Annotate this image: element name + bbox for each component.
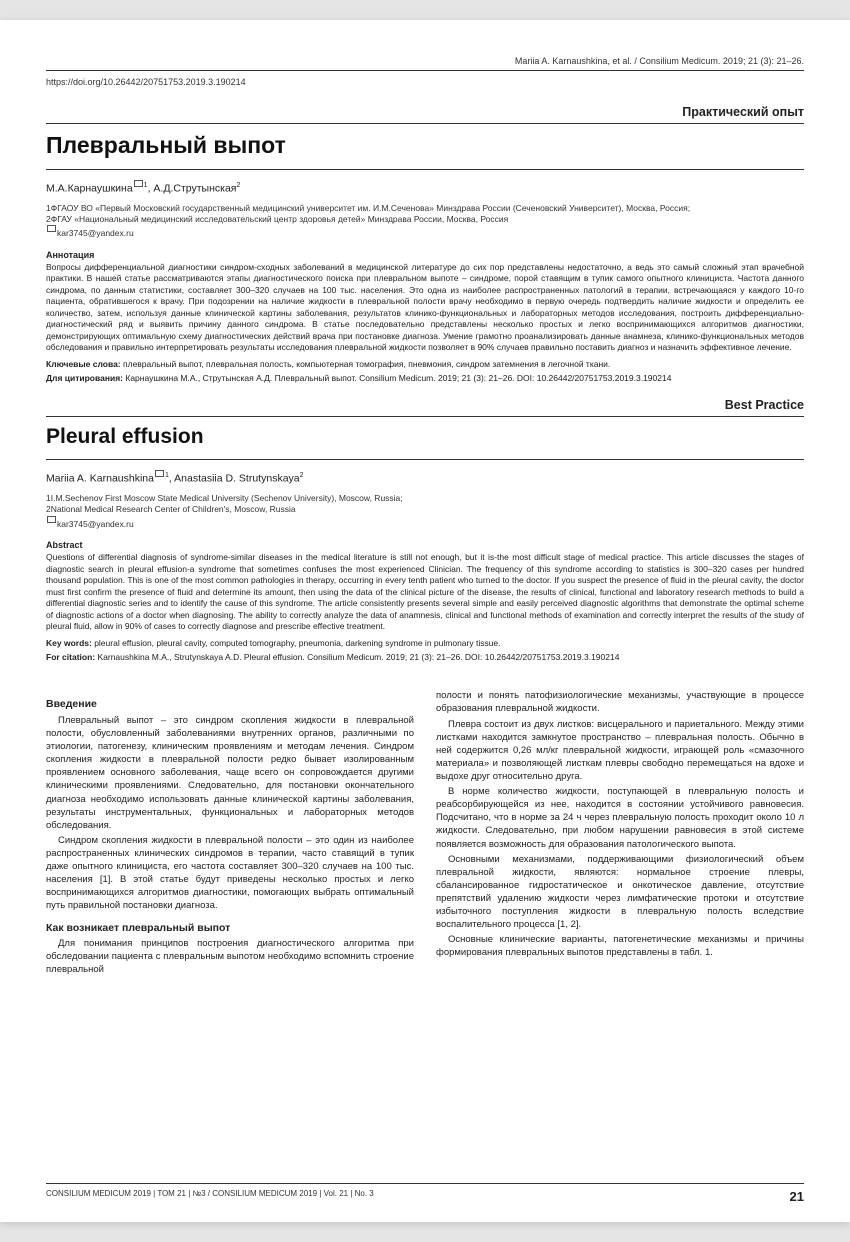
- article-category-ru: Практический опыт: [46, 105, 804, 119]
- corresponding-email[interactable]: kar3745@yandex.ru: [57, 228, 134, 238]
- author-name: Mariia A. Karnaushkina: [46, 473, 154, 485]
- affiliations-ru: 1ФГАОУ ВО «Первый Московский государстве…: [46, 203, 804, 240]
- citation-en: For citation: Karnaushkina M.A., Strutyn…: [46, 652, 804, 663]
- citation-label: Для цитирования:: [46, 373, 123, 383]
- affiliation-line: 2ФГАУ «Национальный медицинский исследов…: [46, 214, 804, 225]
- citation-ru: Для цитирования: Карнаушкина М.А., Струт…: [46, 373, 804, 384]
- author-name: М.А.Карнаушкина: [46, 183, 133, 195]
- body-paragraph: полости и понять патофизиологические мех…: [436, 689, 804, 715]
- article-body: Введение Плевральный выпот – это синдром…: [46, 689, 804, 978]
- section-heading-intro: Введение: [46, 697, 414, 711]
- abstract-text-en: Questions of differential diagnosis of s…: [46, 552, 804, 632]
- affiliation-line: 2National Medical Research Center of Chi…: [46, 504, 804, 515]
- doi-link[interactable]: https://doi.org/10.26442/20751753.2019.3…: [46, 77, 804, 87]
- citation-text: Карнаушкина М.А., Струтынская А.Д. Плевр…: [123, 373, 671, 383]
- affiliations-en: 1I.M.Sechenov First Moscow State Medical…: [46, 493, 804, 530]
- citation-label: For citation:: [46, 652, 95, 662]
- page: Mariia A. Karnaushkina, et al. / Consili…: [0, 20, 850, 1222]
- english-block: Best Practice Pleural effusion Mariia A.…: [46, 398, 804, 663]
- article-title-en: Pleural effusion: [46, 416, 804, 460]
- body-paragraph: Основные клинические варианты, патогенет…: [436, 933, 804, 959]
- body-paragraph: Плевральный выпот – это синдром скоплени…: [46, 714, 414, 832]
- affiliation-line: 1ФГАОУ ВО «Первый Московский государстве…: [46, 203, 804, 214]
- column-right: полости и понять патофизиологические мех…: [436, 689, 804, 978]
- body-paragraph: В норме количество жидкости, поступающей…: [436, 785, 804, 851]
- mail-icon: [134, 180, 143, 187]
- corresponding-email[interactable]: kar3745@yandex.ru: [57, 519, 134, 529]
- body-paragraph: Основными механизмами, поддерживающими ф…: [436, 853, 804, 932]
- abstract-label-en: Abstract: [46, 540, 804, 550]
- article-category-en: Best Practice: [46, 398, 804, 412]
- article-title-ru: Плевральный выпот: [46, 123, 804, 170]
- author-name: , Anastasiia D. Strutynskaya: [169, 473, 300, 485]
- body-paragraph: Плевра состоит из двух листков: висцерал…: [436, 718, 804, 784]
- mail-icon: [47, 225, 56, 232]
- keywords-text: плевральный выпот, плевральная полость, …: [121, 359, 611, 369]
- authors-en: Mariia A. Karnaushkina1, Anastasiia D. S…: [46, 470, 804, 485]
- abstract-text-ru: Вопросы дифференциальной диагностики син…: [46, 262, 804, 354]
- author-name: , А.Д.Струтынская: [148, 183, 237, 195]
- body-paragraph: Для понимания принципов построения диагн…: [46, 937, 414, 976]
- keywords-label: Key words:: [46, 638, 92, 648]
- keywords-label: Ключевые слова:: [46, 359, 121, 369]
- body-paragraph: Синдром скопления жидкости в плевральной…: [46, 834, 414, 913]
- keywords-text: pleural effusion, pleural cavity, comput…: [92, 638, 501, 648]
- authors-ru: М.А.Карнаушкина1, А.Д.Струтынская2: [46, 180, 804, 195]
- keywords-en: Key words: pleural effusion, pleural cav…: [46, 638, 804, 649]
- author-affil-sup: 2: [300, 472, 304, 479]
- keywords-ru: Ключевые слова: плевральный выпот, плевр…: [46, 359, 804, 370]
- mail-icon: [47, 516, 56, 523]
- running-header: Mariia A. Karnaushkina, et al. / Consili…: [46, 56, 804, 71]
- author-affil-sup: 2: [236, 182, 240, 189]
- affiliation-line: 1I.M.Sechenov First Moscow State Medical…: [46, 493, 804, 504]
- column-left: Введение Плевральный выпот – это синдром…: [46, 689, 414, 978]
- page-footer: CONSILIUM MEDICUM 2019 | ТОМ 21 | №3 / C…: [46, 1183, 804, 1204]
- abstract-label-ru: Аннотация: [46, 250, 804, 260]
- mail-icon: [155, 470, 164, 477]
- citation-text: Karnaushkina M.A., Strutynskaya A.D. Ple…: [95, 652, 619, 662]
- section-heading-how: Как возникает плевральный выпот: [46, 921, 414, 935]
